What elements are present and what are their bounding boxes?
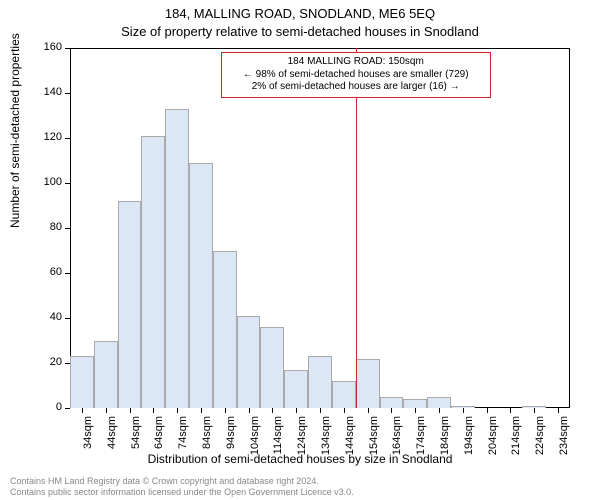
annotation-line: 2% of semi-detached houses are larger (1… (228, 81, 484, 94)
x-tick (415, 408, 416, 413)
x-tick (320, 408, 321, 413)
histogram-bar (284, 370, 308, 408)
x-tick (82, 408, 83, 413)
histogram-bar (141, 136, 165, 408)
x-tick (106, 408, 107, 413)
histogram-bar (260, 327, 284, 408)
chart-title-main: 184, MALLING ROAD, SNODLAND, ME6 5EQ (0, 6, 600, 21)
x-tick (296, 408, 297, 413)
y-tick (65, 93, 70, 94)
axis-spine (70, 48, 570, 49)
histogram-bar (213, 251, 237, 409)
histogram-bar (332, 381, 356, 408)
x-tick (177, 408, 178, 413)
y-tick (65, 408, 70, 409)
x-tick (558, 408, 559, 413)
x-tick (534, 408, 535, 413)
x-tick (344, 408, 345, 413)
y-tick (65, 48, 70, 49)
x-tick (201, 408, 202, 413)
chart-container: 184, MALLING ROAD, SNODLAND, ME6 5EQ Siz… (0, 0, 600, 500)
x-tick (487, 408, 488, 413)
y-axis-label-text: Number of semi-detached properties (8, 33, 22, 228)
y-tick-label: 160 (32, 41, 62, 53)
histogram-bar (70, 356, 94, 408)
x-tick (249, 408, 250, 413)
y-tick (65, 318, 70, 319)
histogram-bar (237, 316, 261, 408)
footer-line-1: Contains HM Land Registry data © Crown c… (10, 476, 319, 486)
y-axis-label: Number of semi-detached properties (8, 33, 22, 228)
y-tick (65, 273, 70, 274)
x-axis-label: Distribution of semi-detached houses by … (0, 452, 600, 466)
y-tick (65, 138, 70, 139)
chart-title-sub: Size of property relative to semi-detach… (0, 24, 600, 39)
x-tick (463, 408, 464, 413)
y-tick-label: 20 (32, 356, 62, 368)
y-tick-label: 100 (32, 176, 62, 188)
y-tick-label: 140 (32, 86, 62, 98)
annotation-line: 184 MALLING ROAD: 150sqm (228, 56, 484, 69)
annotation-line: ← 98% of semi-detached houses are smalle… (228, 69, 484, 82)
annotation-box: 184 MALLING ROAD: 150sqm← 98% of semi-de… (221, 52, 491, 98)
footer-line-2: Contains public sector information licen… (10, 487, 354, 497)
x-tick (439, 408, 440, 413)
x-tick (368, 408, 369, 413)
x-tick (510, 408, 511, 413)
histogram-bar (118, 201, 142, 408)
y-tick-label: 120 (32, 131, 62, 143)
histogram-bar (94, 341, 118, 409)
reference-line (356, 48, 357, 408)
histogram-bar (403, 399, 427, 408)
x-tick (153, 408, 154, 413)
x-tick (272, 408, 273, 413)
y-tick (65, 228, 70, 229)
axis-spine (569, 48, 570, 408)
y-tick-label: 80 (32, 221, 62, 233)
histogram-bar (189, 163, 213, 408)
x-tick (391, 408, 392, 413)
y-tick-label: 0 (32, 401, 62, 413)
y-tick-label: 40 (32, 311, 62, 323)
histogram-bar (308, 356, 332, 408)
x-tick (130, 408, 131, 413)
histogram-bar (380, 397, 404, 408)
y-tick (65, 183, 70, 184)
y-tick-label: 60 (32, 266, 62, 278)
histogram-bar (165, 109, 189, 408)
histogram-bar (427, 397, 451, 408)
x-tick (225, 408, 226, 413)
plot-area: 02040608010012014016034sqm44sqm54sqm64sq… (70, 48, 570, 408)
axis-spine (70, 48, 71, 408)
histogram-bar (356, 359, 380, 409)
